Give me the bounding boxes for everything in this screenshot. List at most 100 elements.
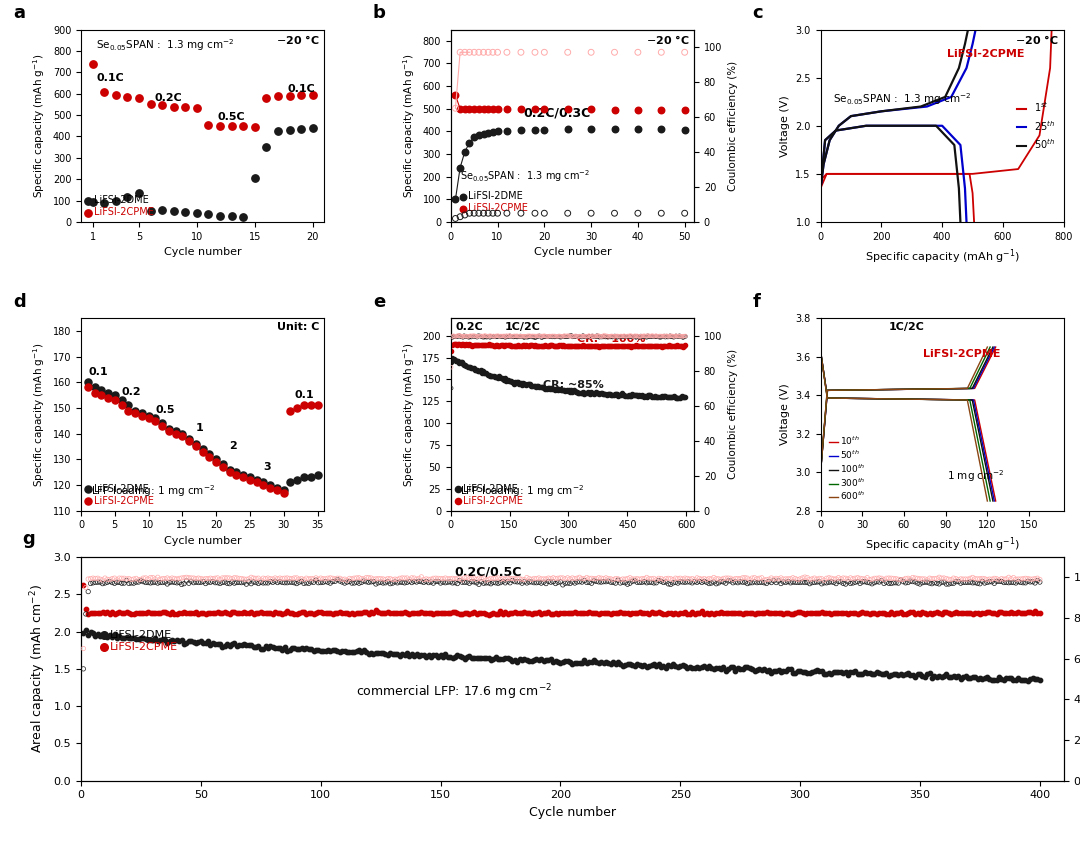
Point [638,606,656,619]
Text: 1: 1 [195,423,203,433]
Point [937,577,955,591]
Point [279,576,296,589]
Point [127,576,145,589]
Point [524,330,541,344]
Point [677,338,694,352]
Point [168,634,186,647]
Point [343,576,361,590]
Point [621,657,638,671]
Point [983,575,1000,588]
Point [495,575,512,588]
Point [180,435,198,448]
Point [467,363,484,376]
Point [118,630,135,643]
Point [568,330,585,344]
Point [363,575,380,588]
Point [556,606,573,619]
Point [629,338,646,352]
Point [568,571,585,585]
Point [577,339,594,353]
Point [563,328,580,342]
Point [671,391,688,404]
Point [677,329,694,343]
Point [267,575,284,588]
Point [302,398,320,412]
Point [468,338,485,351]
Point [772,576,789,590]
Point [418,575,435,588]
Point [476,366,494,380]
Point [526,380,543,393]
Point [190,576,207,589]
Point [482,338,499,352]
Point [537,330,554,344]
Point [943,670,960,684]
Point [545,329,563,343]
Point [827,606,845,619]
Point [535,381,552,394]
Point [575,386,592,399]
Point [620,329,637,343]
Point [818,606,835,619]
Point [422,572,440,586]
Point [550,384,567,398]
Point [221,571,239,585]
Point [608,387,625,401]
Point [153,417,171,430]
Point [509,575,526,588]
Point [293,89,310,102]
Point [141,633,159,647]
Point [561,329,578,343]
Point [676,339,693,353]
Point [149,607,166,620]
Point [424,576,442,590]
Point [202,571,219,585]
Point [535,606,552,619]
Point [456,208,473,222]
Point [1031,576,1049,589]
Point [539,381,556,394]
Point [293,641,310,655]
Point [786,607,804,620]
Point [693,576,711,589]
Point [447,192,464,206]
Point [584,387,602,400]
Point [586,330,604,344]
Point [161,634,178,647]
Point [772,606,789,619]
Point [372,607,389,620]
Point [221,463,239,476]
Point [396,606,414,619]
Point [981,575,998,588]
Point [983,606,1000,619]
Point [454,330,471,344]
Point [135,575,152,588]
Point [415,576,432,589]
Point [957,572,974,586]
Point [670,339,687,353]
Point [676,606,693,619]
Point [634,389,651,403]
10$^{th}$ [821,393,834,403]
Point [511,329,528,343]
Point [713,575,730,588]
Point [497,331,514,344]
Point [988,607,1005,620]
Point [255,576,272,590]
600$^{th}$ [872,393,885,403]
Point [743,607,760,620]
Point [168,572,186,586]
Point [396,571,414,585]
Point [955,572,972,586]
Point [522,338,539,352]
Point [727,664,744,678]
Point [565,339,582,353]
Point [507,575,524,588]
Point [949,669,967,683]
Point [525,329,542,343]
100$^{th}$ [814,346,827,356]
Point [617,329,634,343]
Point [194,442,212,456]
Point [483,577,500,591]
Point [993,673,1010,686]
